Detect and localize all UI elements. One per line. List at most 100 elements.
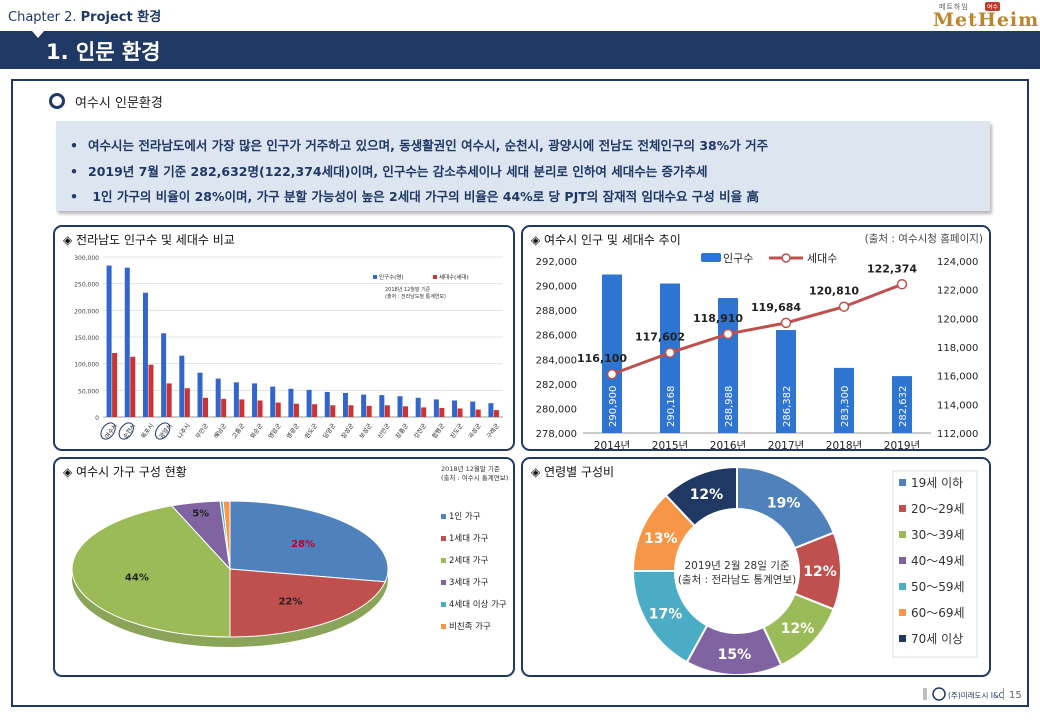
x-tick-label: 영암군 <box>267 421 283 440</box>
legend-swatch <box>441 580 446 585</box>
bar-households <box>439 407 445 417</box>
x-tick-label: 장성군 <box>339 421 355 440</box>
households-marker <box>896 279 908 290</box>
bar-population <box>488 403 494 417</box>
chart-annotation: (출처 : 전라남도청 통계연보) <box>385 293 446 300</box>
legend-label: 2세대 가구 <box>449 556 489 566</box>
legend-label-households: 세대수 <box>807 252 837 265</box>
bar-households <box>421 407 427 417</box>
legend-swatch <box>433 275 437 279</box>
legend-label: 19세 이하 <box>911 476 963 490</box>
footer: (주)미래도시 I&C 15 <box>923 687 1023 701</box>
x-tick-label: 화순군 <box>249 422 265 440</box>
bar-population <box>124 267 130 417</box>
donut-label: 17% <box>649 606 683 622</box>
legend-label: 1세대 가구 <box>449 534 489 544</box>
y-tick-label: 286,000 <box>536 331 577 342</box>
page-number: 15 <box>1009 690 1022 701</box>
household-chart-panel: ◈ 여수시 가구 구성 현황 28% 22% 44% 5% 2018년 12월말 기준(… <box>53 457 515 677</box>
donut-center-text: (출처 : 전라남도 통계연보) <box>678 574 796 586</box>
x-tick-label: 보성군 <box>357 421 373 440</box>
x-tick-label: 2017년 <box>768 440 804 449</box>
legend-label: 20～29세 <box>911 502 965 516</box>
section-circle-icon <box>49 93 65 109</box>
y-tick-label: 278,000 <box>536 429 577 440</box>
chapter-name: Project 환경 <box>80 10 162 25</box>
donut-label: 12% <box>690 487 724 503</box>
legend-swatch <box>899 557 906 564</box>
x-tick-label: 완도군 <box>303 421 319 440</box>
bar-population <box>142 292 148 417</box>
summary-bullet-2: • 2019년 7월 기준 282,632명(122,374세대)이며, 인구수는… <box>70 164 708 179</box>
legend-box <box>892 470 978 658</box>
bar-population <box>215 378 221 417</box>
chart-annotation: 2018년 12월말 기준 <box>441 464 500 473</box>
bar-population <box>602 274 622 433</box>
legend-swatch-population <box>701 253 721 262</box>
households-marker <box>722 328 734 340</box>
donut-label: 15% <box>718 647 752 663</box>
bar-households <box>184 388 190 417</box>
x-tick-label: 곡성군 <box>467 421 483 440</box>
summary-text-1: 여수시는 전라남도에서 가장 많은 인구가 거주하고 있으며, 동생활권인 여수… <box>88 138 769 153</box>
bar-population <box>452 400 458 417</box>
bar-population <box>306 389 312 417</box>
bar-population <box>197 372 203 417</box>
y-tick-label: 0 <box>95 415 99 422</box>
pie-label: 44% <box>125 573 149 584</box>
bar-data-label: 282,632 <box>898 386 909 427</box>
legend-swatch <box>441 602 446 607</box>
panel-title-trend: ◈ 여수시 인구 및 세대수 추이 <box>531 233 681 247</box>
x-tick-label: 강진군 <box>412 421 428 440</box>
pie-slice <box>71 505 231 638</box>
households-marker <box>664 347 676 358</box>
bar-households <box>112 353 118 417</box>
y-tick-label: 200,000 <box>74 308 99 315</box>
summary-bullet-1: • 여수시는 전라남도에서 가장 많은 인구가 거주하고 있으며, 동생활권인 여… <box>70 138 769 153</box>
x-tick-label: 2014년 <box>594 440 630 449</box>
footer-separator <box>1003 688 1004 700</box>
panel-title-jeonnam: ◈ 전라남도 인구수 및 세대수 비교 <box>63 233 235 247</box>
summary-box: • 여수시는 전라남도에서 가장 많은 인구가 거주하고 있으며, 동생활권인 여… <box>56 121 990 211</box>
bar-population <box>892 376 912 433</box>
panel-title-age: ◈ 연령별 구성비 <box>531 465 615 479</box>
x-tick-label: 나주시 <box>176 422 192 440</box>
x-tick-label: 2018년 <box>826 440 862 449</box>
x-tick-label: 진도군 <box>448 421 464 440</box>
legend-label: 60～69세 <box>911 606 965 620</box>
pie-slice <box>222 500 231 570</box>
y-tick-label: 292,000 <box>536 257 577 268</box>
page-title-bar: 1. 인문 환경 <box>0 31 1040 69</box>
legend-swatch <box>899 479 906 486</box>
line-data-label: 116,100 <box>577 352 627 365</box>
trend-combo-chart: 278,000 280,000 282,000 284,000 286,000 288,0… <box>536 252 979 449</box>
y2-tick-label: 124,000 <box>937 257 978 268</box>
bar-households <box>275 402 281 417</box>
line-data-label: 119,684 <box>751 301 801 314</box>
bar-data-label: 283,300 <box>840 386 851 427</box>
pie-slice <box>229 568 386 638</box>
x-tick-label: 담양군 <box>321 421 337 440</box>
chapter-label: Chapter 2. Project 환경 <box>8 6 161 25</box>
bar-households <box>166 383 172 417</box>
logo-wordmark: MetHeim <box>933 9 1040 31</box>
households-line <box>611 282 903 376</box>
bar-households <box>239 399 245 417</box>
logo-badge: 여수 <box>985 2 1001 11</box>
logo-subtitle: 메트하임 <box>939 3 969 11</box>
legend-swatch <box>441 514 446 519</box>
company-logo-icon <box>932 687 946 701</box>
y-tick-label: 282,000 <box>536 380 577 391</box>
bar-data-label: 288,988 <box>724 386 735 427</box>
panel-title-household: ◈ 여수시 가구 구성 현황 <box>63 465 187 479</box>
bar-population <box>233 382 239 417</box>
bar-population <box>288 388 294 417</box>
x-tick-label: 구례군 <box>485 421 501 440</box>
legend-swatch <box>899 609 906 616</box>
legend-label: 70세 이상 <box>911 632 963 646</box>
age-donut-chart: 19% 12% 12% 15% 17% 13% 12% 2019년 2월 28일 기준 (출처 … <box>631 465 978 675</box>
legend-label: 50～59세 <box>911 580 965 594</box>
households-marker <box>780 317 792 329</box>
footer-graphic: (주)미래도시 I&C 15 <box>923 687 1022 701</box>
y-tick-label: 280,000 <box>536 404 577 415</box>
